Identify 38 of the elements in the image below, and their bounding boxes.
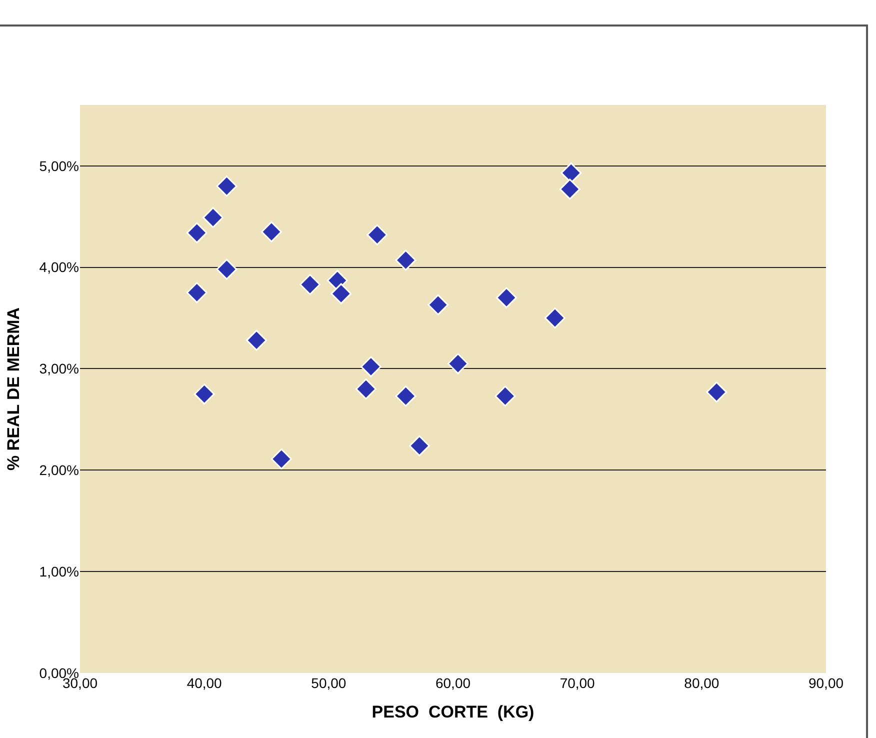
point — [202, 207, 224, 228]
y-tick-label: 1,00% — [39, 563, 79, 580]
x-tick-label: 90,00 — [808, 675, 844, 691]
y-tick-label: 2,00% — [39, 462, 79, 478]
point — [270, 448, 292, 470]
point — [260, 221, 282, 242]
point — [706, 382, 728, 403]
point — [494, 386, 516, 407]
point — [194, 384, 215, 405]
point — [408, 435, 430, 456]
point — [330, 283, 352, 304]
y-tick-label: 5,00% — [39, 158, 79, 174]
point — [395, 250, 416, 271]
point — [300, 274, 321, 296]
x-axis-title: PESO CORTE (KG) — [372, 702, 534, 722]
point — [216, 258, 238, 280]
x-tick-label: 40,00 — [186, 675, 222, 691]
point — [395, 386, 416, 407]
point — [559, 178, 580, 200]
x-tick-label: 50,00 — [311, 675, 346, 691]
point — [428, 294, 449, 316]
point — [544, 308, 566, 328]
y-axis-title: % REAL DE MERMA — [4, 307, 23, 471]
y-tick-label: 3,00% — [39, 360, 79, 377]
point — [355, 378, 376, 400]
point — [496, 287, 517, 308]
x-tick-label: 70,00 — [560, 675, 596, 691]
point — [246, 330, 268, 351]
y-tick-label: 4,00% — [39, 259, 79, 276]
point — [186, 222, 208, 244]
point — [447, 353, 468, 374]
x-tick-label: 60,00 — [435, 675, 471, 691]
point — [560, 162, 582, 184]
point — [216, 176, 238, 197]
point — [366, 224, 388, 246]
x-tick-label: 80,00 — [684, 675, 720, 691]
point — [186, 282, 208, 304]
point — [360, 356, 382, 378]
